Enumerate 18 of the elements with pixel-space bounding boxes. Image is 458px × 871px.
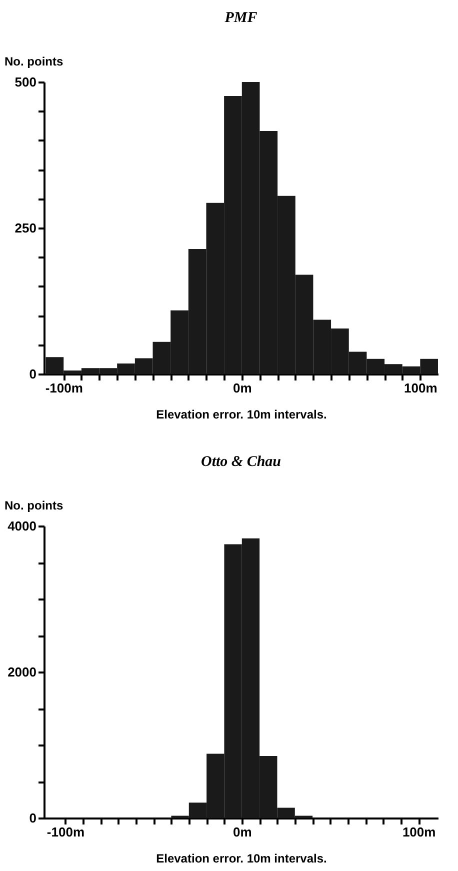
x-axis-title: Elevation error. 10m intervals. xyxy=(156,852,327,866)
x-tick-label: 0m xyxy=(232,380,252,396)
y-axis-title: No. points xyxy=(4,498,64,512)
y-tick-label: 2000 xyxy=(8,664,36,680)
x-tick-label: -100m xyxy=(45,380,83,396)
x-tick-label: -100m xyxy=(46,824,84,840)
y-tick-label: 0 xyxy=(29,810,36,826)
chart-title: PMF xyxy=(224,10,258,26)
y-tick-label: 4000 xyxy=(8,518,36,534)
y-axis-title: No. points xyxy=(4,54,64,68)
x-tick-label: 100m xyxy=(402,824,436,840)
y-tick-label: 500 xyxy=(14,74,36,90)
chart-title: Otto & Chau xyxy=(200,454,282,470)
x-tick-label: 0m xyxy=(232,824,252,840)
y-tick-label: 0 xyxy=(29,366,36,382)
x-tick-label: 100m xyxy=(404,380,438,396)
x-axis-title: Elevation error. 10m intervals. xyxy=(156,408,327,422)
y-tick-label: 250 xyxy=(14,220,36,236)
